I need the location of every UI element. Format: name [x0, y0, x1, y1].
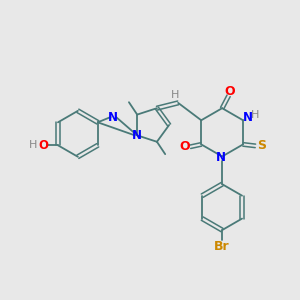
Text: H: H: [29, 140, 37, 150]
Text: N: N: [243, 111, 253, 124]
Text: H: H: [170, 90, 179, 100]
Text: N: N: [216, 152, 226, 164]
Text: O: O: [179, 140, 190, 153]
Text: N: N: [108, 110, 118, 124]
Text: O: O: [38, 139, 48, 152]
Text: O: O: [225, 85, 236, 98]
Text: H: H: [251, 110, 260, 120]
Text: Br: Br: [214, 240, 230, 253]
Text: S: S: [257, 140, 266, 152]
Text: N: N: [132, 129, 142, 142]
